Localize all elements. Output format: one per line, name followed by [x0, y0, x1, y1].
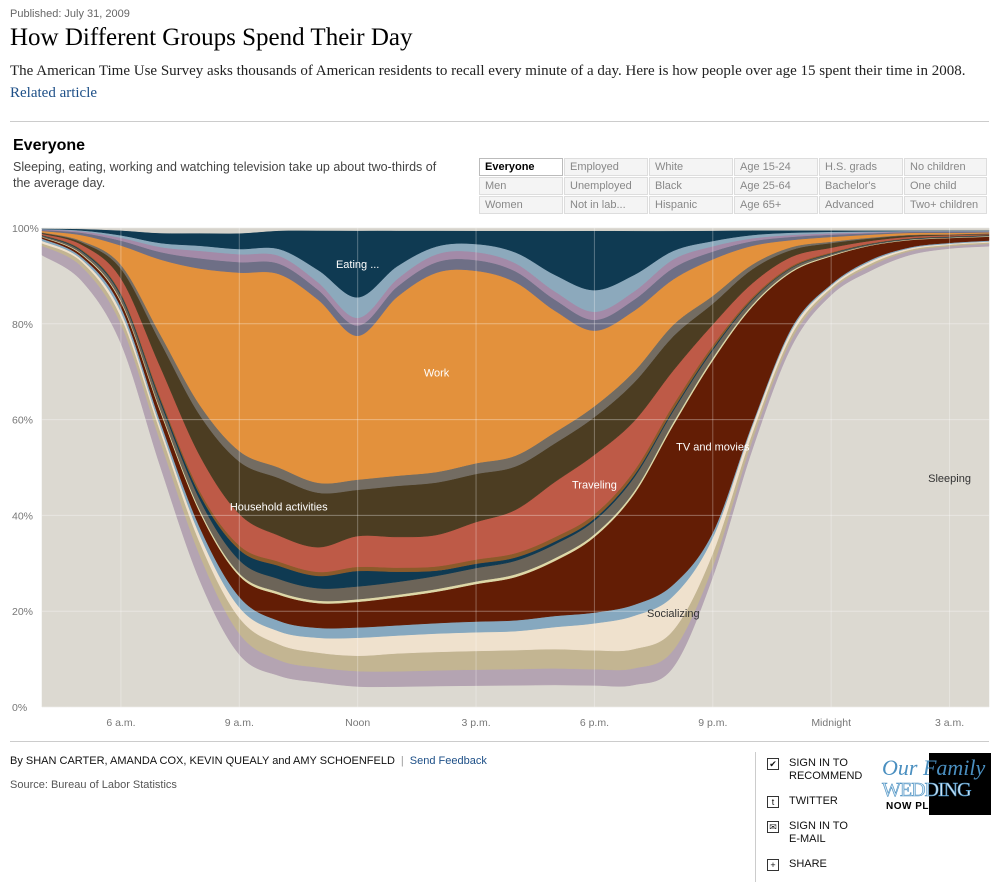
byline: By SHAN CARTER, AMANDA COX, KEVIN QUEALY… — [10, 755, 395, 767]
ad-background — [929, 753, 991, 815]
series-label: Eating ... — [336, 259, 379, 271]
series-band-18 — [41, 227, 990, 234]
filter-men[interactable]: Men — [479, 177, 563, 195]
byline-separator: | — [400, 755, 404, 767]
filter-unemployed[interactable]: Unemployed — [564, 177, 648, 195]
group-filter-grid: Everyone Employed White Age 15-24 H.S. grads… — [479, 158, 987, 214]
y-tick-label: 60% — [12, 415, 33, 427]
series-label: Socializing — [647, 608, 700, 620]
ad-line-2: WEDDING — [882, 779, 972, 802]
y-tick-label: 0% — [12, 702, 27, 714]
section-title: Everyone — [13, 137, 86, 154]
description-text: The American Time Use Survey asks thousa… — [10, 63, 966, 79]
check-icon: ✔ — [767, 758, 779, 770]
x-tick-label: 6 p.m. — [580, 717, 609, 729]
email-icon: ✉ — [767, 821, 779, 833]
filter-not-in-lab[interactable]: Not in lab... — [564, 196, 648, 214]
tools-divider — [755, 752, 756, 882]
y-tick-label: 80% — [12, 319, 33, 331]
x-tick-label: 3 a.m. — [935, 717, 964, 729]
ad-line-1: Our Family — [882, 755, 986, 780]
filter-age-15-24[interactable]: Age 15-24 — [734, 158, 818, 176]
x-tick-label: 3 p.m. — [461, 717, 490, 729]
filter-white[interactable]: White — [649, 158, 733, 176]
filter-age-25-64[interactable]: Age 25-64 — [734, 177, 818, 195]
article-tools: ✔ SIGN IN TO RECOMMEND t TWITTER ✉ SIGN IN TO E… — [767, 757, 887, 883]
tool-label: SHARE — [789, 858, 827, 870]
series-label: Sleeping — [928, 473, 971, 485]
filter-bachelor-s[interactable]: Bachelor's — [819, 177, 903, 195]
x-tick-label: 6 a.m. — [106, 717, 135, 729]
x-tick-label: Midnight — [811, 717, 851, 729]
send-feedback-link[interactable]: Send Feedback — [409, 755, 487, 767]
filter-advanced[interactable]: Advanced — [819, 196, 903, 214]
x-tick-label: 9 a.m. — [225, 717, 254, 729]
tool-plus[interactable]: + SHARE — [767, 858, 887, 871]
filter-two-children[interactable]: Two+ children — [904, 196, 987, 214]
filter-no-children[interactable]: No children — [904, 158, 987, 176]
published-date: Published: July 31, 2009 — [10, 8, 130, 20]
x-tick-label: 9 p.m. — [698, 717, 727, 729]
filter-h-s-grads[interactable]: H.S. grads — [819, 158, 903, 176]
source-note: Source: Bureau of Labor Statistics — [10, 779, 177, 791]
filter-hispanic[interactable]: Hispanic — [649, 196, 733, 214]
filter-age-65[interactable]: Age 65+ — [734, 196, 818, 214]
tool-twitter[interactable]: t TWITTER — [767, 795, 887, 808]
y-tick-label: 40% — [12, 510, 33, 522]
series-label: Traveling — [572, 480, 617, 492]
filter-employed[interactable]: Employed — [564, 158, 648, 176]
page-description: The American Time Use Survey asks thousa… — [10, 60, 985, 104]
tool-check[interactable]: ✔ SIGN IN TO RECOMMEND — [767, 757, 887, 783]
ad-line-3: NOW PLAYING — [886, 801, 963, 812]
time-use-area-chart: 0% 20% 40% 60% 80% 100% 6 a.m. 9 a.m. Noon 3 p.m.… — [12, 223, 990, 729]
y-tick-label: 20% — [12, 606, 33, 618]
tool-label: TWITTER — [789, 795, 838, 807]
filter-one-child[interactable]: One child — [904, 177, 987, 195]
section-description: Sleeping, eating, working and watching t… — [13, 160, 437, 190]
series-label: TV and movies — [676, 441, 750, 453]
advertisement[interactable]: Our Family WEDDING NOW PLAYING — [876, 753, 991, 815]
plus-icon: + — [767, 859, 779, 871]
filter-everyone[interactable]: Everyone — [479, 158, 563, 176]
filter-women[interactable]: Women — [479, 196, 563, 214]
series-label: Household activities — [230, 502, 328, 514]
byline-row: By SHAN CARTER, AMANDA COX, KEVIN QUEALY… — [10, 755, 487, 767]
tool-label: SIGN IN TO E-MAIL — [789, 820, 848, 845]
series-label: Work — [424, 367, 450, 379]
header-divider — [10, 121, 989, 122]
related-article-link[interactable]: Related article — [10, 85, 98, 101]
twitter-icon: t — [767, 796, 779, 808]
page-title: How Different Groups Spend Their Day — [10, 24, 413, 51]
x-tick-label: Noon — [345, 717, 370, 729]
tool-label: SIGN IN TO RECOMMEND — [789, 757, 863, 782]
filter-black[interactable]: Black — [649, 177, 733, 195]
chart-bottom-divider — [10, 741, 989, 742]
y-tick-label: 100% — [12, 223, 39, 235]
tool-email[interactable]: ✉ SIGN IN TO E-MAIL — [767, 820, 887, 846]
